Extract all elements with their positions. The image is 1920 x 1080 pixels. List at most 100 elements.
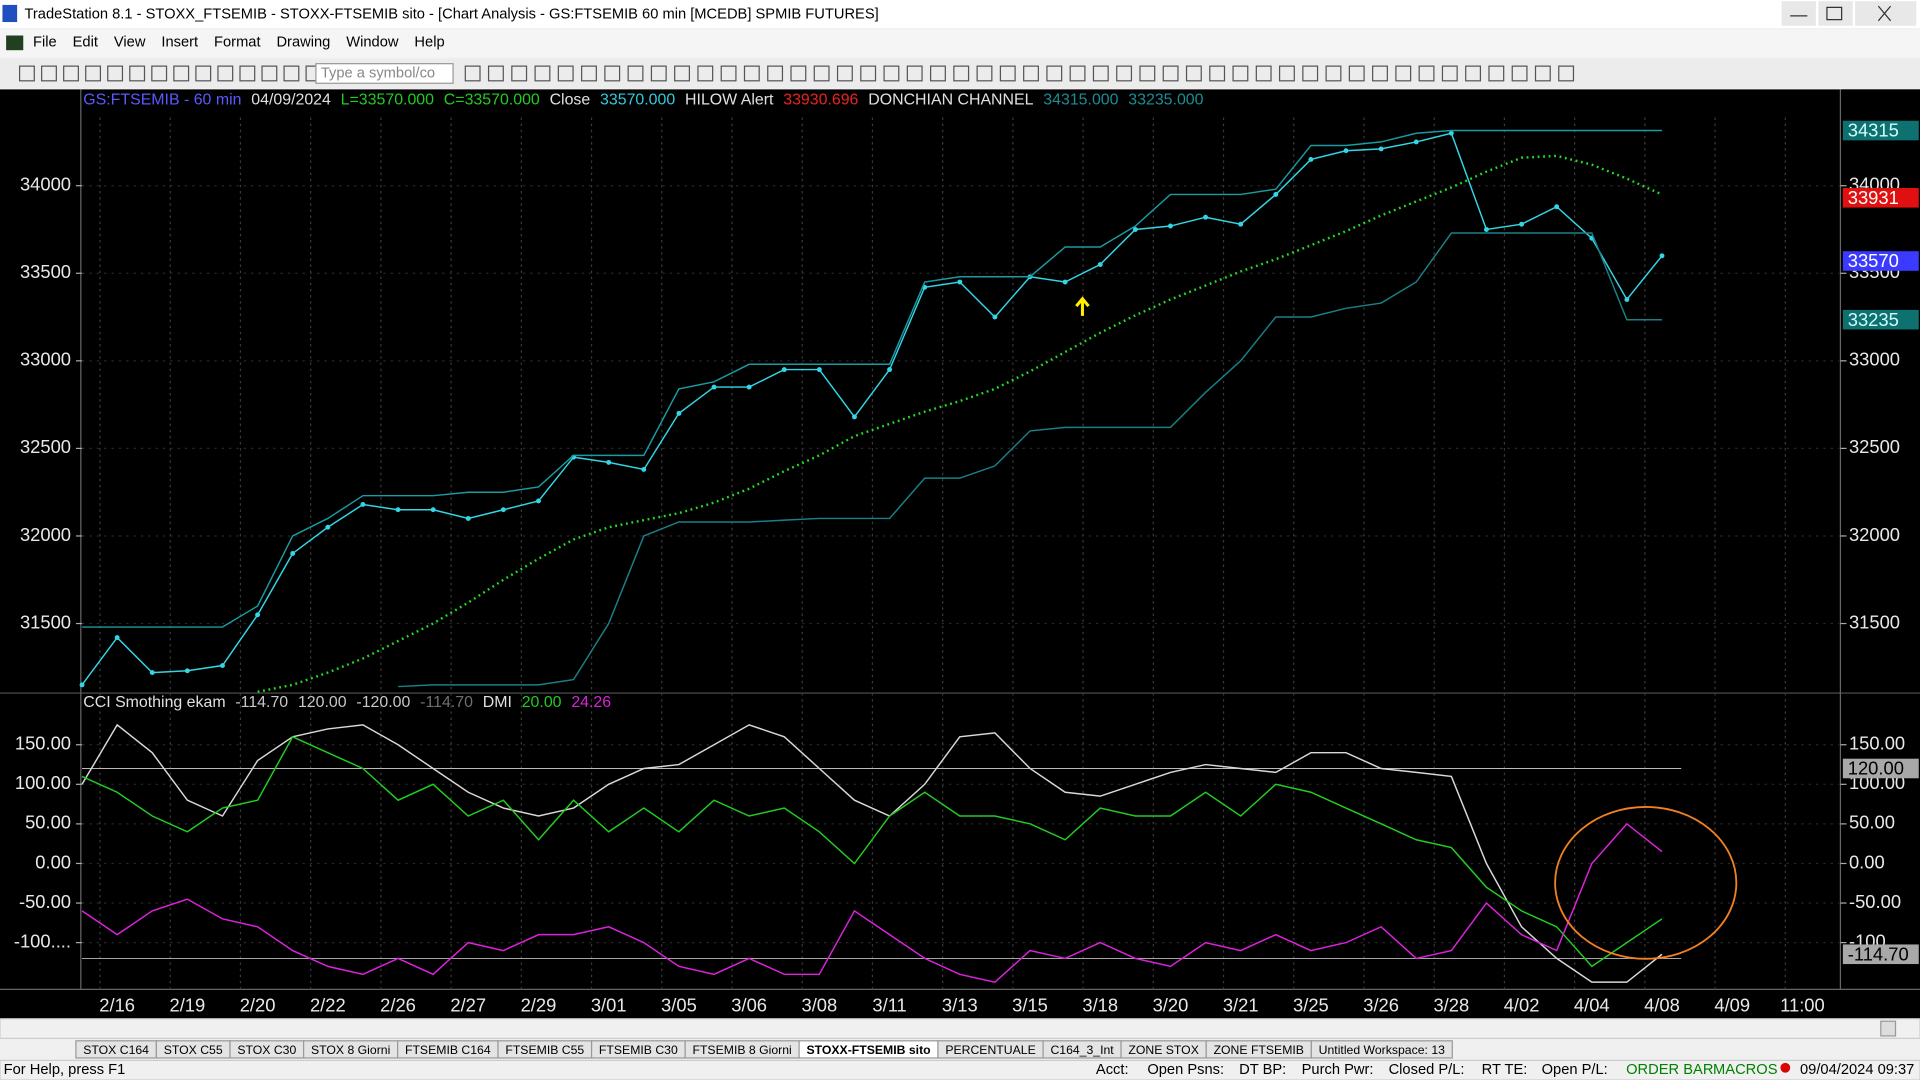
scroll-thumb[interactable] (1880, 1020, 1897, 1037)
tool-icon[interactable] (261, 65, 278, 82)
tool-icon[interactable] (217, 65, 234, 82)
tool-icon[interactable] (1441, 65, 1458, 82)
tool-icon[interactable] (107, 65, 124, 82)
tool-icon[interactable] (813, 65, 830, 82)
menu-item[interactable]: Drawing (276, 35, 330, 51)
order-bar[interactable]: ORDER BAR (1626, 1062, 1713, 1078)
status-field: Purch Pwr: (1302, 1062, 1374, 1078)
tool-icon[interactable] (883, 65, 900, 82)
tool-icon[interactable] (976, 65, 993, 82)
tool-icon[interactable] (63, 65, 79, 82)
tab[interactable]: STOXX-FTSEMIB sito (798, 1040, 939, 1059)
tool-icon[interactable] (129, 65, 146, 82)
tool-icon[interactable] (1465, 65, 1482, 82)
axis-tag-label: 33235 (1848, 309, 1899, 330)
tool-icon[interactable] (283, 65, 300, 82)
tool-icon[interactable] (790, 65, 807, 82)
tab[interactable]: STOX C55 (155, 1040, 231, 1059)
tool-icon[interactable] (195, 65, 212, 82)
tool-icon[interactable] (1372, 65, 1388, 82)
tool-icon[interactable] (999, 65, 1016, 82)
tool-icon[interactable] (674, 65, 690, 82)
axis-tag (1842, 187, 1919, 208)
menu-item[interactable]: View (114, 35, 146, 51)
tool-icon[interactable] (534, 65, 551, 82)
price-dot (1343, 148, 1349, 154)
tool-icon[interactable] (1139, 65, 1156, 82)
tool-icon[interactable] (1116, 65, 1133, 82)
tab[interactable]: STOX C30 (229, 1040, 305, 1059)
menu-item[interactable]: Help (414, 35, 444, 51)
tool-icon[interactable] (650, 65, 667, 82)
tool-icon[interactable] (1558, 65, 1575, 82)
tool-icon[interactable] (697, 65, 714, 82)
tool-icon[interactable] (1348, 65, 1365, 82)
tab[interactable]: FTSEMIB 8 Giorni (684, 1040, 800, 1059)
tab[interactable]: FTSEMIB C55 (497, 1040, 593, 1059)
tool-icon[interactable] (1325, 65, 1342, 82)
tool-icon[interactable] (1534, 65, 1551, 82)
tool-icon[interactable] (1092, 65, 1109, 82)
tool-icon[interactable] (930, 65, 946, 82)
tab[interactable]: ZONE STOX (1120, 1040, 1207, 1059)
tab[interactable]: FTSEMIB C30 (590, 1040, 686, 1059)
tool-icon[interactable] (581, 65, 597, 82)
menu-item[interactable]: Insert (161, 35, 198, 51)
tool-icon[interactable] (1046, 65, 1063, 82)
tab[interactable]: ZONE FTSEMIB (1205, 1040, 1312, 1059)
menu-item[interactable]: Edit (73, 35, 98, 51)
tool-icon[interactable] (1278, 65, 1295, 82)
tool-icon[interactable] (1162, 65, 1179, 82)
tool-icon[interactable] (720, 65, 737, 82)
price-dot (711, 384, 717, 390)
symbol-input[interactable] (315, 63, 454, 84)
tool-icon[interactable] (1511, 65, 1528, 82)
tab[interactable]: FTSEMIB C164 (397, 1040, 499, 1059)
scrollbar[interactable] (0, 1018, 1920, 1039)
tool-icon[interactable] (1185, 65, 1202, 82)
menu-item[interactable]: Window (346, 35, 399, 51)
tool-icon[interactable] (487, 65, 504, 82)
maximize-button[interactable] (1818, 1, 1853, 26)
y-tick-label-right: 150.00 (1849, 733, 1905, 754)
tab-label: STOX 8 Giorni (311, 1043, 390, 1057)
tool-icon[interactable] (1302, 65, 1319, 82)
tool-icon[interactable] (906, 65, 923, 82)
tool-icon[interactable] (860, 65, 877, 82)
tool-icon[interactable] (464, 65, 481, 82)
tab[interactable]: STOX C164 (75, 1040, 157, 1059)
tool-icon[interactable] (604, 65, 621, 82)
tool-icon[interactable] (173, 65, 190, 82)
tab[interactable]: STOX 8 Giorni (303, 1040, 399, 1059)
tab[interactable]: C164_3_Int (1042, 1040, 1122, 1059)
tool-icon[interactable] (767, 65, 784, 82)
tool-icon[interactable] (557, 65, 574, 82)
tool-icon[interactable] (1488, 65, 1505, 82)
minimize-button[interactable] (1781, 1, 1816, 26)
tool-icon[interactable] (511, 65, 528, 82)
close-button[interactable] (1855, 1, 1917, 26)
tool-icon[interactable] (836, 65, 853, 82)
x-tick-label: 2/20 (240, 994, 276, 1015)
menu-item[interactable]: Format (214, 35, 261, 51)
price-dot (1519, 221, 1525, 227)
tab[interactable]: PERCENTUALE (937, 1040, 1044, 1059)
macros[interactable]: MACROS (1713, 1062, 1778, 1078)
tool-icon[interactable] (151, 65, 168, 82)
menu-item[interactable]: File (33, 35, 57, 51)
tool-icon[interactable] (18, 65, 35, 82)
tool-icon[interactable] (1255, 65, 1272, 82)
tool-icon[interactable] (1209, 65, 1226, 82)
tool-icon[interactable] (1395, 65, 1412, 82)
tab[interactable]: Untitled Workspace: 13 (1310, 1040, 1453, 1059)
tool-icon[interactable] (41, 65, 57, 82)
tool-icon[interactable] (1232, 65, 1249, 82)
tool-icon[interactable] (85, 65, 102, 82)
tool-icon[interactable] (1418, 65, 1435, 82)
tool-icon[interactable] (1069, 65, 1086, 82)
tool-icon[interactable] (953, 65, 970, 82)
tool-icon[interactable] (627, 65, 644, 82)
tool-icon[interactable] (743, 65, 760, 82)
tool-icon[interactable] (1023, 65, 1039, 82)
tool-icon[interactable] (239, 65, 256, 82)
